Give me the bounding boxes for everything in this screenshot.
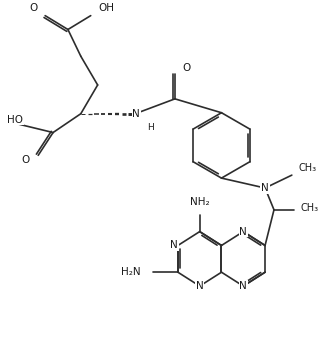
Text: CH₃: CH₃ (299, 163, 317, 173)
Text: H₂N: H₂N (121, 267, 140, 277)
Text: N: N (239, 281, 247, 291)
Text: H: H (147, 123, 154, 131)
Text: O: O (183, 63, 191, 73)
Text: NH₂: NH₂ (190, 197, 209, 207)
Text: CH₃: CH₃ (301, 203, 319, 213)
Text: N: N (196, 281, 203, 291)
Text: N: N (133, 109, 140, 119)
Text: N: N (261, 183, 269, 193)
Text: HO: HO (8, 115, 24, 125)
Text: O: O (29, 3, 37, 13)
Text: N: N (239, 226, 247, 237)
Text: O: O (21, 155, 29, 165)
Text: OH: OH (99, 3, 115, 13)
Text: N: N (170, 240, 178, 250)
